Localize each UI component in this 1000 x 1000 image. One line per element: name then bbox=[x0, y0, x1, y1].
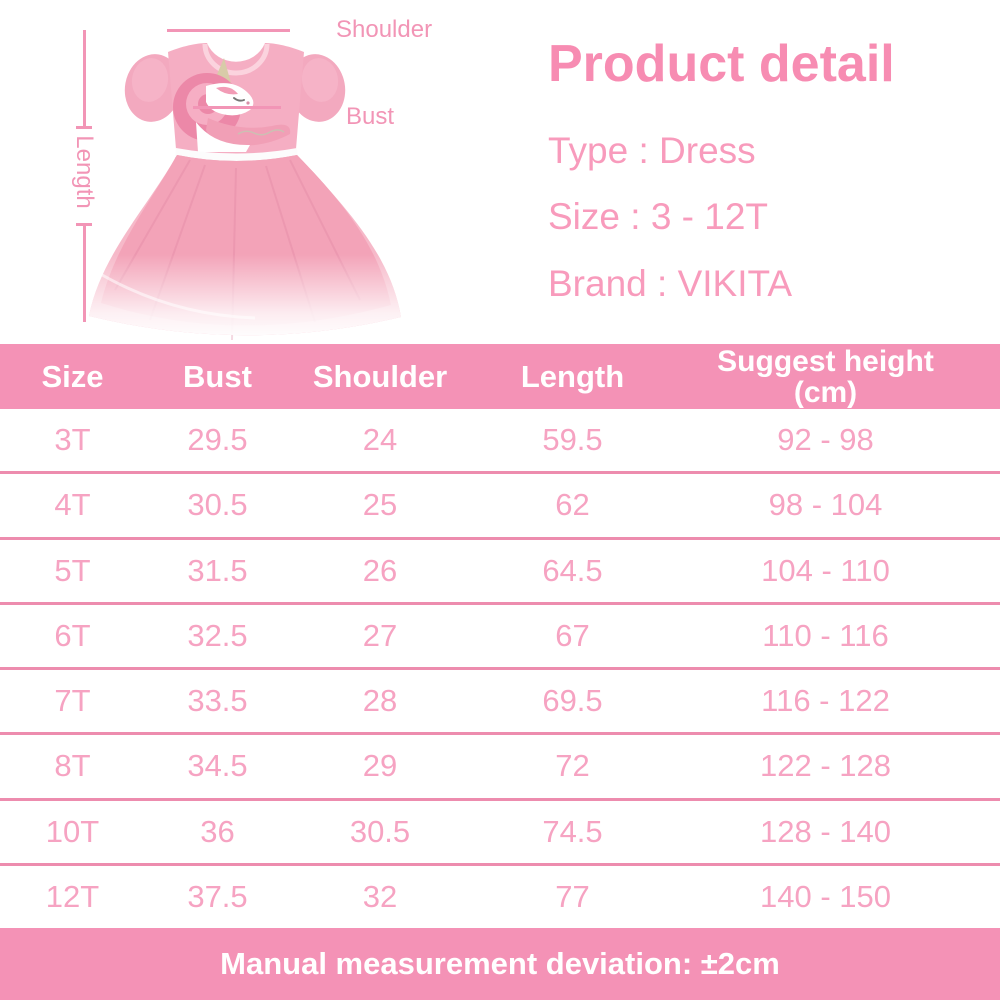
dress-figure: Shoulder Bust Length bbox=[0, 0, 520, 344]
table-cell: 25 bbox=[362, 487, 398, 523]
table-body: 3T 29.5 24 59.5 92 - 98 4T 30.5 25 62 98 - 104 5T 3… bbox=[0, 409, 1000, 928]
bust-measure-line bbox=[193, 106, 281, 109]
table-cell: 12T bbox=[45, 878, 100, 914]
table-cell: 122 - 128 bbox=[760, 748, 891, 784]
table-cell: 92 - 98 bbox=[777, 422, 874, 458]
table-cell: 6T bbox=[54, 617, 91, 653]
table-cell: 10T bbox=[45, 813, 100, 849]
table-cell: 30.5 bbox=[349, 813, 411, 849]
spec-type: Type : Dress bbox=[548, 130, 756, 171]
table-row: 12T 37.5 32 77 140 - 150 bbox=[0, 862, 1000, 928]
length-label: Length bbox=[71, 135, 98, 209]
table-cell: 28 bbox=[362, 683, 398, 719]
table-cell: 59.5 bbox=[542, 422, 603, 458]
column-header-length: Length bbox=[520, 358, 625, 394]
table-cell: 62 bbox=[555, 487, 590, 523]
table-cell: 37.5 bbox=[187, 878, 248, 914]
column-header-suggest-height-line1: Suggest height bbox=[717, 344, 934, 378]
table-cell: 24 bbox=[362, 422, 398, 458]
column-header-suggest-height: Suggest height (cm) bbox=[675, 346, 1000, 408]
table-cell: 27 bbox=[362, 617, 398, 653]
length-measure-line-bottom bbox=[83, 226, 86, 322]
spec-brand: Brand : VIKITA bbox=[548, 263, 793, 304]
length-measure-tick-bottom bbox=[76, 223, 92, 226]
table-cell: 31.5 bbox=[187, 552, 248, 588]
table-cell: 67 bbox=[555, 617, 590, 653]
size-table-header: Size Bust Shoulder Length Suggest height… bbox=[0, 344, 1000, 409]
table-cell: 104 - 110 bbox=[761, 552, 890, 588]
table-row: 5T 31.5 26 64.5 104 - 110 bbox=[0, 536, 1000, 602]
column-header-bust: Bust bbox=[183, 358, 252, 394]
table-row: 6T 32.5 27 67 110 - 116 bbox=[0, 601, 1000, 667]
table-cell: 5T bbox=[54, 552, 91, 588]
table-cell: 4T bbox=[54, 487, 91, 523]
table-cell: 3T bbox=[54, 422, 91, 458]
table-cell: 7T bbox=[54, 683, 91, 719]
table-cell: 29 bbox=[362, 748, 398, 784]
page-title: Product detail bbox=[548, 35, 895, 93]
spec-size: Size : 3 - 12T bbox=[548, 196, 769, 237]
table-cell: 33.5 bbox=[187, 683, 248, 719]
shoulder-measure-line bbox=[167, 29, 290, 32]
dress-illustration bbox=[89, 43, 401, 341]
deviation-note-banner: Manual measurement deviation: ±2cm bbox=[0, 928, 1000, 1000]
column-header-suggest-height-unit: (cm) bbox=[793, 375, 858, 409]
column-header-size: Size bbox=[41, 358, 104, 394]
table-row: 10T 36 30.5 74.5 128 - 140 bbox=[0, 797, 1000, 863]
table-cell: 64.5 bbox=[542, 552, 603, 588]
table-cell: 110 - 116 bbox=[762, 617, 889, 653]
column-header-shoulder: Shoulder bbox=[312, 358, 448, 394]
table-cell: 26 bbox=[362, 552, 398, 588]
table-cell: 140 - 150 bbox=[760, 878, 891, 914]
deviation-note-text: Manual measurement deviation: ±2cm bbox=[220, 946, 780, 981]
length-measure-tick-top bbox=[76, 126, 92, 129]
table-row: 7T 33.5 28 69.5 116 - 122 bbox=[0, 667, 1000, 732]
shoulder-label: Shoulder bbox=[336, 16, 433, 43]
table-cell: 98 - 104 bbox=[768, 487, 883, 523]
table-cell: 8T bbox=[54, 748, 91, 784]
table-cell: 29.5 bbox=[187, 422, 248, 458]
table-row: 8T 34.5 29 72 122 - 128 bbox=[0, 732, 1000, 797]
table-cell: 36 bbox=[200, 813, 235, 849]
table-cell: 116 - 122 bbox=[761, 683, 890, 719]
table-cell: 77 bbox=[555, 878, 590, 914]
table-cell: 69.5 bbox=[542, 683, 603, 719]
table-cell: 74.5 bbox=[542, 813, 603, 849]
table-row: 3T 29.5 24 59.5 92 - 98 bbox=[0, 409, 1000, 471]
table-cell: 32.5 bbox=[187, 617, 248, 653]
table-cell: 128 - 140 bbox=[760, 813, 891, 849]
table-cell: 32 bbox=[362, 878, 398, 914]
table-cell: 34.5 bbox=[187, 748, 248, 784]
table-cell: 30.5 bbox=[187, 487, 248, 523]
bust-label: Bust bbox=[346, 103, 395, 130]
length-measure-line-top bbox=[83, 30, 86, 126]
table-cell: 72 bbox=[555, 748, 590, 784]
table-row: 4T 30.5 25 62 98 - 104 bbox=[0, 471, 1000, 536]
